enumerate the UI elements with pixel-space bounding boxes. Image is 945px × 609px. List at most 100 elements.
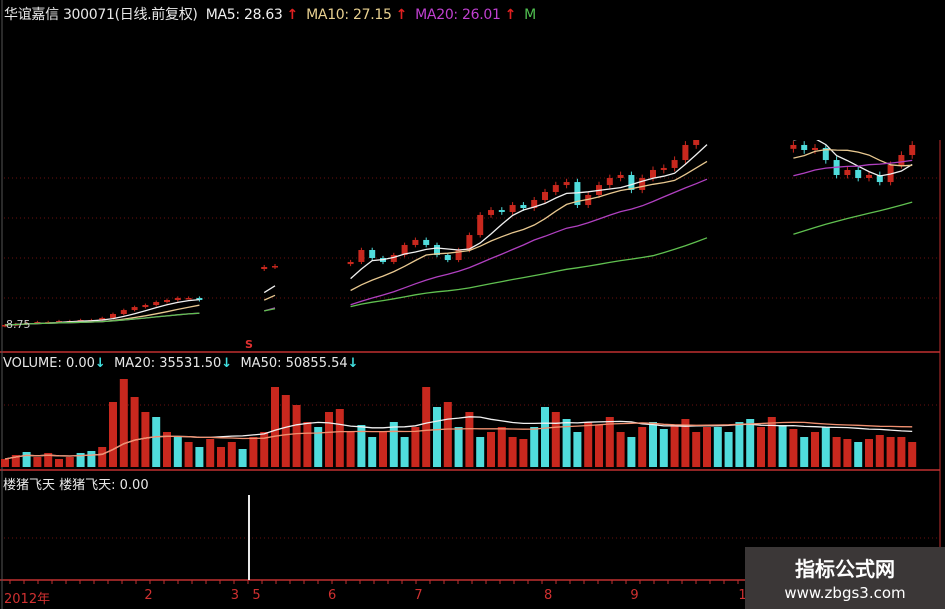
volume-bar <box>87 451 96 467</box>
candle-body <box>110 313 116 318</box>
signal-marker: S <box>245 338 253 351</box>
price-ma10-line <box>4 148 913 326</box>
candle-body <box>898 155 905 165</box>
price-panel <box>2 120 916 328</box>
volume-bar <box>65 457 74 467</box>
low-price-label: 8.75 <box>6 318 31 331</box>
candle-body <box>801 144 808 150</box>
volume-bar <box>767 417 776 467</box>
volume-bar <box>184 442 193 467</box>
candle-body <box>434 244 440 256</box>
candle-body <box>812 147 818 150</box>
volume-ma50-line <box>4 421 913 460</box>
volume-bar <box>454 427 463 467</box>
volume-bar <box>497 427 506 467</box>
volume-bar <box>109 402 117 467</box>
candle-body <box>477 214 484 236</box>
ma5-value: MA5: 28.63 <box>205 7 283 23</box>
volume-bar <box>411 427 420 467</box>
volume-bar <box>292 405 301 467</box>
volume-bar <box>325 412 333 467</box>
volume-bar <box>281 395 290 467</box>
candle-body <box>120 310 127 314</box>
candle-body <box>563 182 570 186</box>
volume-bar <box>163 432 171 467</box>
volume-bar <box>422 387 431 467</box>
candle-body <box>401 244 408 256</box>
candle-body <box>520 205 527 209</box>
volume-bar <box>76 453 85 467</box>
candle-body <box>693 140 700 145</box>
volume-bar <box>692 432 701 467</box>
volume-bar <box>724 432 733 467</box>
volume-bar <box>508 437 517 467</box>
candle-body <box>704 120 710 130</box>
volume-bar <box>465 412 474 467</box>
candle-body <box>347 261 354 265</box>
candle-body <box>164 300 170 303</box>
arrow-down-icon: ↓ <box>221 356 233 371</box>
candle-body <box>488 210 494 215</box>
candle-body <box>369 250 376 259</box>
price-ma50-line <box>4 201 913 326</box>
volume-bar <box>670 425 679 467</box>
volume-bar <box>584 422 593 467</box>
volume-legend: VOLUME: 0.00↓ MA20: 35531.50↓ MA50: 5085… <box>3 356 359 371</box>
volume-bar <box>314 427 323 467</box>
volume-bar <box>227 442 236 467</box>
volume-bar <box>573 432 582 467</box>
volume-value: VOLUME: 0.00 <box>3 356 95 371</box>
volume-bar <box>551 412 560 467</box>
x-axis-label: 8 <box>544 588 553 603</box>
volume-bar <box>33 457 42 467</box>
volume-bar <box>616 432 625 467</box>
candle-body <box>142 305 149 308</box>
arrow-up-icon: ↑ <box>395 7 408 23</box>
candle-body <box>412 239 419 245</box>
volume-bar <box>357 425 366 467</box>
candle-body <box>153 302 160 306</box>
volume-bar <box>897 437 906 467</box>
x-axis-label: 2012年 <box>4 592 51 607</box>
volume-bar <box>476 437 485 467</box>
volume-bar <box>260 432 269 467</box>
x-axis-label: 3 <box>230 588 240 603</box>
price-ma5-line <box>4 140 913 326</box>
candle-body <box>574 182 581 206</box>
candle-body <box>196 297 203 300</box>
volume-bar <box>530 427 539 467</box>
volume-bar <box>703 427 711 467</box>
candle-body <box>822 147 829 161</box>
volume-bar <box>800 437 809 467</box>
indicator-legend: 楼猪飞天 楼猪飞天: 0.00 <box>3 478 149 493</box>
candle-body <box>542 191 548 200</box>
volume-bar <box>811 432 819 467</box>
volume-panel <box>1 379 917 467</box>
volume-bar <box>778 425 787 467</box>
volume-bar <box>757 427 765 467</box>
volume-bar <box>908 442 917 467</box>
volume-bar <box>865 439 873 467</box>
candle-body <box>174 297 181 300</box>
price-legend: 华谊嘉信 300071(日线.前复权) MA5: 28.63 ↑ MA10: 27… <box>4 4 540 24</box>
volume-ma50-value: MA50: 50855.54 <box>240 356 348 371</box>
watermark-url: www.zbgs3.com <box>784 584 906 602</box>
candle-body <box>552 185 559 192</box>
candle-body <box>99 317 106 320</box>
candle-body <box>272 266 278 268</box>
volume-bar <box>886 437 895 467</box>
volume-bar <box>638 427 647 467</box>
volume-bar <box>130 397 139 467</box>
volume-bar <box>562 419 571 467</box>
volume-bar <box>119 379 128 467</box>
volume-bar <box>735 422 744 467</box>
candle-body <box>639 177 646 190</box>
volume-bar <box>55 459 63 467</box>
volume-bar <box>681 419 690 467</box>
volume-bar <box>541 407 549 467</box>
candle-body <box>876 175 883 183</box>
candle-body <box>531 200 538 209</box>
volume-bar <box>217 447 225 467</box>
x-axis-label: 7 <box>414 588 423 603</box>
